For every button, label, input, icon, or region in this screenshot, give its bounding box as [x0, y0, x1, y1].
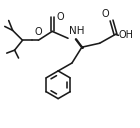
Text: O: O — [35, 27, 42, 37]
Text: OH: OH — [118, 30, 133, 40]
Text: NH: NH — [69, 26, 85, 36]
Text: O: O — [102, 9, 110, 19]
Text: O: O — [56, 12, 64, 22]
